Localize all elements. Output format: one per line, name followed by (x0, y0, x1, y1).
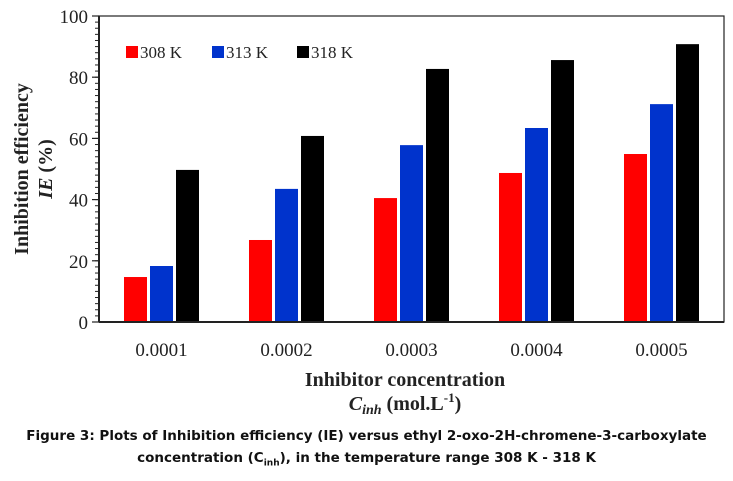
x-axis-unit-close: ) (455, 393, 462, 415)
bar-313k-0.0002 (275, 188, 298, 322)
figure-caption: Figure 3: Plots of Inhibition efficiency… (0, 425, 733, 475)
x-axis-title-line2: Cinh (mol.L-1) (349, 390, 462, 418)
bar-313k-0.0003 (400, 145, 423, 322)
bar-318k-0.0002 (301, 135, 324, 322)
y-tick-label: 60 (69, 129, 88, 150)
legend: 308 K 313 K 318 K (126, 43, 354, 62)
legend-label-313k: 313 K (226, 43, 269, 62)
legend-label-318k: 318 K (311, 43, 354, 62)
x-axis-title-line1: Inhibitor concentration (305, 369, 505, 391)
caption-line1: Figure 3: Plots of Inhibition efficiency… (26, 428, 707, 444)
x-tick-label: 0.0002 (260, 340, 312, 361)
bar-313k-0.0005 (650, 104, 673, 323)
x-tick-label: 0.0005 (635, 340, 687, 361)
caption-line2-post: ), in the temperature range 308 K - 318 … (279, 450, 596, 466)
x-axis-unit: (mol.L (382, 393, 444, 415)
y-tick-label: 0 (79, 313, 89, 334)
bar-308k-0.0003 (374, 198, 397, 322)
x-axis-unit-sup: -1 (444, 390, 455, 405)
bar-308k-0.0001 (124, 277, 147, 322)
caption-line2-pre: concentration (C (137, 450, 264, 466)
y-axis-title-line1: Inhibition efficiency (11, 83, 33, 255)
bar-chart: 0.0001 0.0002 0.0003 0.0004 0.0005 0 20 40 60 80 1… (11, 7, 725, 418)
axes-layer: 0.0001 0.0002 0.0003 0.0004 0.0005 0 20 40 60 80 1… (60, 7, 725, 361)
bar-308k-0.0005 (624, 154, 647, 322)
legend-swatch-313k (212, 46, 224, 58)
x-axis-symbol: C (349, 393, 363, 415)
y-tick-label: 40 (69, 191, 88, 212)
y-tick-label: 20 (69, 252, 88, 273)
bar-308k-0.0004 (499, 172, 522, 322)
caption-line2: concentration (Cinh), in the temperature… (0, 447, 733, 475)
x-tick-label: 0.0003 (385, 340, 437, 361)
bar-318k-0.0003 (426, 68, 449, 322)
y-tick-label: 100 (60, 7, 89, 28)
y-axis-unit: (%) (35, 139, 57, 177)
bar-313k-0.0004 (525, 127, 548, 322)
bar-313k-0.0001 (150, 266, 173, 322)
y-axis-title-line2: IE (%) (35, 139, 57, 199)
legend-swatch-318k (297, 46, 309, 58)
bar-318k-0.0004 (551, 60, 574, 323)
legend-label-308k: 308 K (140, 43, 183, 62)
x-axis-symbol-sub: inh (362, 403, 382, 418)
bar-308k-0.0002 (249, 239, 272, 322)
y-tick-label: 80 (69, 68, 88, 89)
caption-line2-sub: inh (263, 458, 280, 469)
bar-318k-0.0005 (676, 44, 699, 322)
legend-swatch-308k (126, 46, 138, 58)
x-tick-label: 0.0001 (135, 340, 187, 361)
bars-layer (124, 44, 699, 323)
bar-318k-0.0001 (176, 169, 199, 322)
y-axis-symbol: IE (35, 178, 57, 200)
x-tick-label: 0.0004 (510, 340, 563, 361)
